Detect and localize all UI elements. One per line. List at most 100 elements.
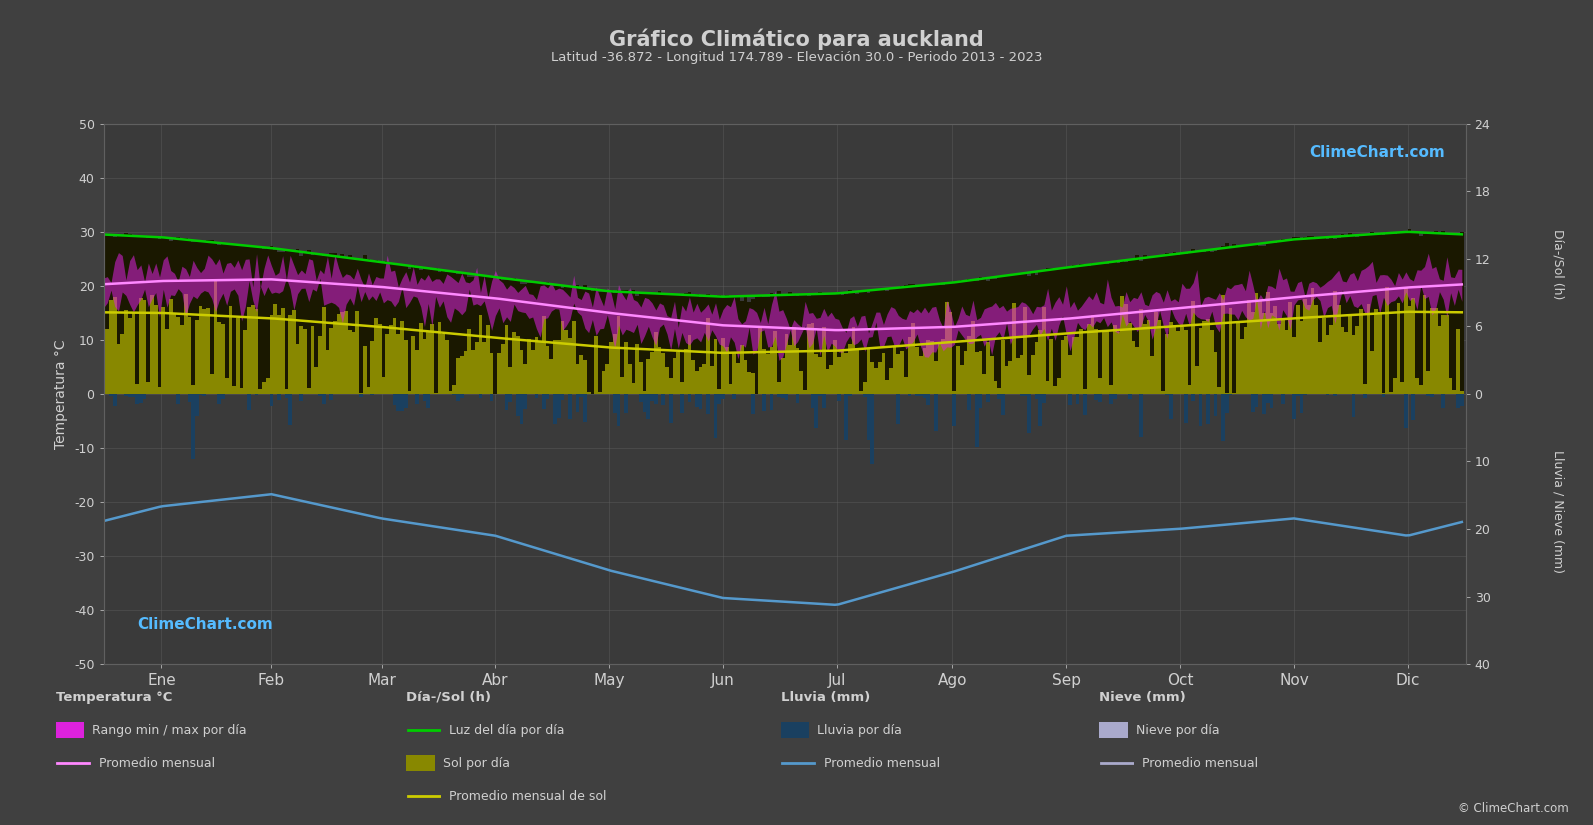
Bar [569,286,572,394]
Bar [1192,394,1195,401]
Bar [1153,313,1158,394]
Bar [1131,342,1136,394]
Bar [642,394,647,412]
Bar [1128,394,1131,399]
Bar [1423,234,1426,394]
Bar [717,295,722,394]
Bar [1109,263,1114,394]
Bar [841,351,844,394]
Bar [113,237,116,394]
Bar [922,348,927,394]
Bar [1042,394,1045,403]
Bar [558,340,561,394]
Bar [628,365,631,394]
Bar [408,269,411,394]
Bar [1236,246,1239,394]
Bar [336,257,341,394]
Bar [695,295,699,394]
Bar [411,336,416,394]
Bar [524,394,527,409]
Bar [217,394,221,404]
Bar [1437,326,1442,394]
Bar [1125,262,1128,394]
Bar [650,295,655,394]
Bar [1453,234,1456,394]
Bar [1176,331,1180,394]
Bar [722,394,725,398]
Bar [166,328,169,394]
Bar [1192,249,1195,394]
Bar [1020,394,1023,396]
Bar [1284,240,1289,394]
Bar [919,394,922,396]
Bar [580,289,583,394]
Bar [1000,394,1005,414]
Bar [878,361,881,394]
Bar [658,290,661,394]
Bar [386,262,389,394]
Bar [1069,356,1072,394]
Bar [1083,264,1086,394]
Bar [303,252,307,394]
Bar [703,296,706,394]
Bar [456,358,460,394]
Bar [975,281,978,394]
Bar [438,272,441,394]
Bar [530,350,535,394]
Bar [292,310,296,394]
Bar [433,393,438,394]
Bar [591,291,594,394]
Bar [288,315,292,394]
Bar [933,283,938,394]
Bar [639,362,642,394]
Bar [280,252,285,394]
Bar [1426,233,1431,394]
Bar [132,313,135,394]
Bar [949,312,953,394]
Bar [914,286,919,394]
Bar [1136,255,1139,394]
Bar [1262,314,1266,394]
Bar [546,282,550,394]
Bar [1211,252,1214,394]
Bar [933,361,938,394]
Bar [1117,332,1120,394]
Bar [464,351,467,394]
Bar [460,271,464,394]
Bar [1206,319,1211,394]
Bar [322,256,325,394]
Bar [669,378,672,394]
Bar [847,290,852,394]
Bar [1437,233,1442,394]
Bar [1176,255,1180,394]
Bar [1378,312,1381,394]
Bar [210,240,213,394]
Bar [1005,366,1008,394]
Bar [139,299,143,394]
Bar [405,340,408,394]
Bar [1016,358,1020,394]
Bar [784,295,789,394]
Bar [1386,233,1389,394]
Bar [836,357,841,394]
Bar [661,394,666,405]
Bar [143,394,147,399]
Bar [597,292,602,394]
Bar [314,254,319,394]
Bar [647,293,650,394]
Bar [989,279,994,394]
Bar [1306,237,1311,394]
Bar [438,322,441,394]
Bar [116,344,121,394]
Bar [881,288,886,394]
Bar [561,394,564,399]
Bar [1314,305,1317,394]
Bar [472,277,475,394]
Bar [733,394,736,399]
Bar [1270,394,1273,408]
Bar [1172,252,1176,394]
Bar [299,257,303,394]
Bar [553,286,558,394]
Bar [1356,237,1359,394]
Bar [472,351,475,394]
